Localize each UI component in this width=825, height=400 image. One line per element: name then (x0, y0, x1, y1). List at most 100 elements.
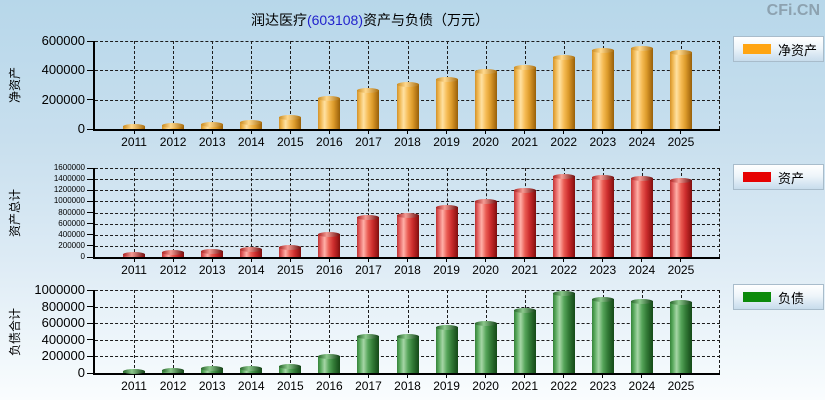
bar (630, 299, 653, 373)
bar (552, 291, 575, 373)
bar-cap (630, 299, 653, 304)
legend-swatch (743, 44, 771, 54)
bar (669, 300, 692, 373)
x-tick-label: 2025 (667, 263, 695, 277)
x-tick (407, 374, 408, 378)
bar-cap (552, 174, 575, 179)
x-tick (133, 374, 135, 378)
y-tick (87, 189, 93, 191)
legend: 净资产 (733, 36, 824, 62)
x-tick (485, 258, 487, 262)
bar (123, 369, 146, 374)
x-tick-label: 2011 (121, 263, 147, 277)
x-tick (367, 374, 369, 378)
x-tick (446, 130, 448, 134)
bar (318, 354, 341, 373)
y-tick (87, 339, 93, 341)
x-tick-label: 2011 (121, 379, 147, 393)
v-gridline (290, 41, 292, 129)
bar (591, 48, 614, 129)
v-gridline (290, 290, 292, 373)
x-tick (250, 374, 252, 378)
bar (279, 245, 302, 257)
bar (396, 82, 419, 129)
x-tick (524, 258, 526, 262)
y-tick (87, 289, 93, 291)
axis-title: 资产总计 (8, 188, 22, 237)
v-gridline (407, 290, 409, 373)
x-tick-label: 2018 (394, 263, 421, 277)
x-tick-label: 2019 (433, 135, 460, 149)
bar-cap (669, 300, 692, 305)
bar (201, 366, 224, 373)
bar-cap (591, 48, 614, 53)
x-tick (485, 130, 487, 134)
v-gridline (329, 168, 331, 257)
bar (630, 46, 653, 129)
x-tick-label: 2012 (159, 263, 187, 277)
x-tick-label: 2020 (472, 379, 499, 393)
bar-cap (396, 213, 419, 218)
bar (630, 176, 653, 257)
v-gridline (368, 41, 370, 129)
bar-cap (435, 205, 458, 210)
title-suffix: 资产与负债（万元） (363, 12, 490, 28)
x-tick (563, 130, 565, 134)
x-tick-label: 2021 (511, 379, 539, 393)
x-tick (328, 258, 330, 262)
x-tick-label: 2014 (237, 263, 265, 277)
x-tick-label: 2012 (159, 379, 187, 393)
x-tick (133, 130, 135, 134)
bar (513, 308, 536, 373)
v-gridline (368, 290, 370, 373)
x-tick (446, 374, 448, 378)
x-tick (133, 258, 135, 262)
bar-cap (357, 334, 380, 339)
y-tick-label: 600000 (58, 218, 85, 228)
y-tick-label: 400000 (41, 62, 85, 78)
bar (591, 297, 614, 373)
x-tick-label: 2023 (589, 379, 617, 393)
y-tick (87, 99, 93, 101)
bar (123, 252, 146, 257)
v-gridline (329, 41, 331, 129)
legend-swatch (743, 292, 771, 302)
bar-cap (357, 88, 380, 93)
bar (201, 122, 224, 129)
x-tick-label: 2018 (394, 379, 421, 393)
y-tick-label: 1000000 (53, 196, 85, 206)
axis-title: 负债合计 (8, 307, 22, 356)
v-gridline (134, 41, 136, 129)
y-tick (87, 128, 93, 130)
y-tick-label: 800000 (58, 207, 85, 217)
x-tick (367, 130, 369, 134)
y-axis-line (93, 168, 95, 257)
x-tick-label: 2021 (511, 263, 539, 277)
bar (513, 65, 536, 129)
y-tick (87, 256, 93, 258)
v-gridline (173, 290, 175, 373)
x-tick (641, 130, 643, 134)
bar-cap (318, 96, 341, 101)
bar (162, 368, 185, 373)
y-tick (87, 40, 93, 42)
x-axis-line (93, 129, 720, 131)
bar-cap (162, 123, 185, 128)
x-tick-label: 2016 (316, 263, 343, 277)
x-tick-label: 2017 (355, 135, 382, 149)
page-title: 润达医疗(603108)资产与负债（万元） (0, 10, 740, 30)
v-gridline (212, 290, 214, 373)
bar-cap (123, 369, 146, 374)
x-tick-label: 2014 (237, 379, 265, 393)
y-tick (87, 212, 93, 213)
x-tick (485, 374, 487, 378)
x-tick-label: 2020 (472, 263, 499, 277)
bar-cap (591, 175, 614, 180)
x-tick (680, 130, 682, 134)
y-tick (87, 355, 93, 357)
y-tick-label: 0 (77, 120, 85, 136)
bar-cap (240, 366, 263, 371)
v-gridline (251, 41, 253, 129)
bar (396, 213, 419, 257)
y-tick-label: 600000 (41, 32, 85, 48)
